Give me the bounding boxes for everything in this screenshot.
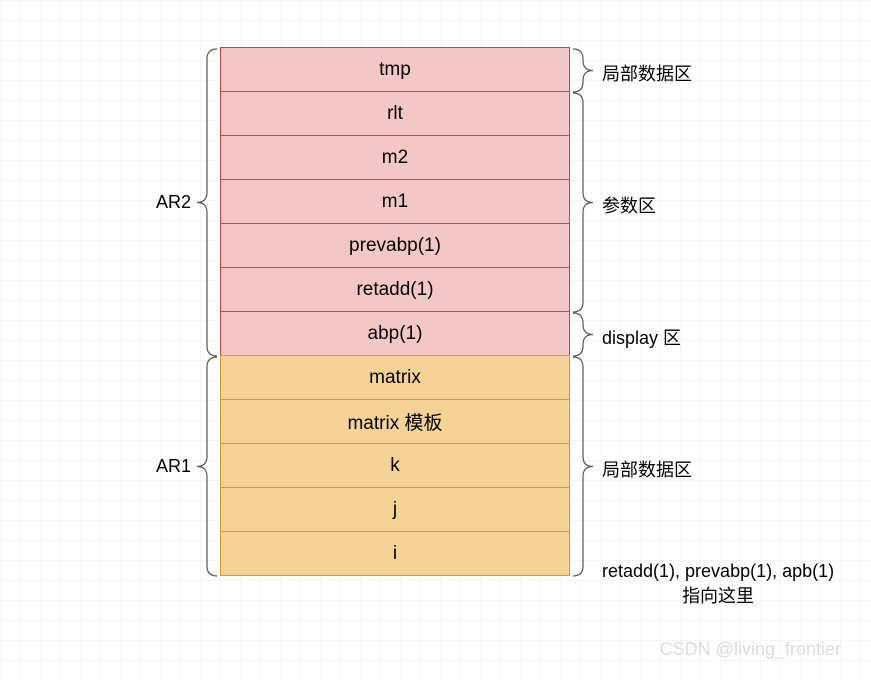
right-brace-label: 局部数据区 xyxy=(602,60,692,86)
brace-right xyxy=(572,312,594,357)
stack-cell: prevabp(1) xyxy=(220,223,570,268)
stack-cell: matrix 模板 xyxy=(220,399,570,444)
brace-left xyxy=(196,48,218,357)
left-brace-label: AR1 xyxy=(136,456,191,477)
right-brace-label: 参数区 xyxy=(602,192,656,218)
left-brace-label: AR2 xyxy=(136,192,191,213)
stack-cell: matrix xyxy=(220,355,570,400)
diagram-canvas: tmprltm2m1prevabp(1)retadd(1)abp(1)matri… xyxy=(0,0,871,680)
brace-right xyxy=(572,92,594,313)
stack-cell: i xyxy=(220,531,570,576)
right-brace-label: display 区 xyxy=(602,324,681,350)
right-brace-label: 局部数据区 xyxy=(602,456,692,482)
pointer-note: retadd(1), prevabp(1), apb(1)指向这里 xyxy=(602,561,834,608)
brace-left xyxy=(196,356,218,577)
stack-cell: rlt xyxy=(220,91,570,136)
stack-cell: m2 xyxy=(220,135,570,180)
stack-cell: j xyxy=(220,487,570,532)
stack-cell: retadd(1) xyxy=(220,267,570,312)
stack-cell: k xyxy=(220,443,570,488)
stack-cell: m1 xyxy=(220,179,570,224)
brace-right xyxy=(572,356,594,577)
brace-right xyxy=(572,48,594,93)
stack-cell: tmp xyxy=(220,47,570,92)
stack-cell: abp(1) xyxy=(220,311,570,356)
stack-frame: tmprltm2m1prevabp(1)retadd(1)abp(1)matri… xyxy=(220,48,570,576)
watermark: CSDN @living_frontier xyxy=(660,639,841,660)
